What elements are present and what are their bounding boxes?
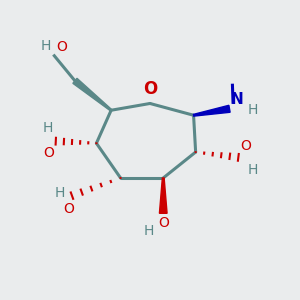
- Text: N: N: [231, 92, 244, 107]
- Text: O: O: [240, 139, 251, 153]
- Text: H: H: [54, 186, 64, 200]
- Text: O: O: [64, 202, 74, 215]
- Text: O: O: [44, 146, 54, 160]
- Polygon shape: [73, 78, 112, 111]
- Text: O: O: [158, 216, 169, 230]
- Text: H: H: [247, 163, 257, 177]
- Text: O: O: [56, 40, 67, 54]
- Text: H: H: [144, 224, 154, 238]
- Text: H: H: [41, 39, 51, 53]
- Polygon shape: [159, 178, 167, 213]
- Text: H: H: [247, 103, 257, 117]
- Text: H: H: [43, 121, 53, 135]
- Text: O: O: [143, 80, 157, 98]
- Polygon shape: [194, 105, 230, 116]
